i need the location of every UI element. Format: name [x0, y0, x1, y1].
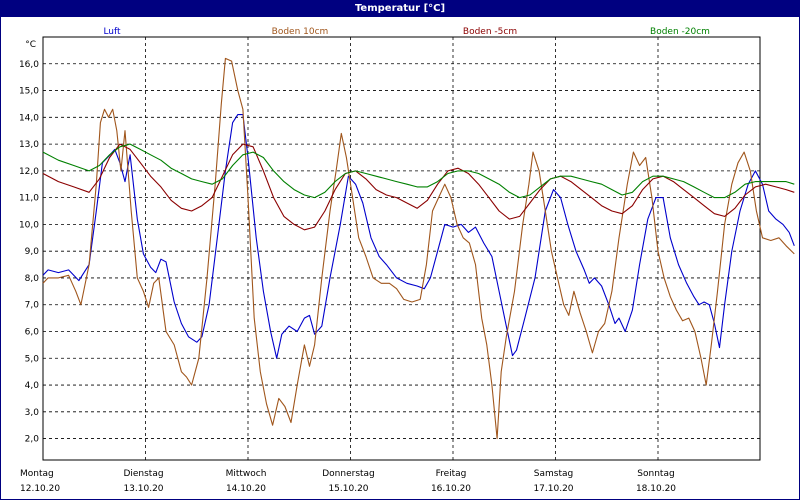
x-tick-date: 16.10.20	[431, 484, 471, 494]
x-tick-date: 18.10.20	[636, 484, 676, 494]
y-tick-label: 2,0	[25, 435, 40, 445]
legend-entry-luft: Luft	[103, 27, 121, 37]
series-layer	[42, 57, 795, 440]
x-axis-ticks: Montag 12.10.20 Dienstag 13.10.20 Mittwoch 14…	[20, 469, 676, 494]
x-tick-day: Montag	[20, 469, 54, 479]
chart-title: Temperatur [°C]	[1, 1, 799, 17]
x-tick-date: 17.10.20	[533, 484, 573, 494]
series-line-luft	[42, 114, 795, 359]
x-tick-day: Mittwoch	[226, 469, 267, 479]
x-tick-date: 13.10.20	[123, 484, 163, 494]
y-tick-label: 7,0	[25, 301, 40, 311]
y-tick-label: 15,0	[19, 87, 39, 97]
y-tick-label: 11,0	[19, 194, 39, 204]
x-tick-date: 12.10.20	[20, 484, 60, 494]
y-tick-label: 5,0	[25, 354, 40, 364]
y-tick-label: 14,0	[19, 113, 39, 123]
legend-entry-boden10: Boden 10cm	[272, 27, 329, 37]
plot-area	[42, 36, 761, 461]
y-tick-label: 16,0	[19, 60, 39, 70]
y-tick-label: 8,0	[25, 274, 40, 284]
x-tick-date: 15.10.20	[328, 484, 368, 494]
legend-entry-bodenm5: Boden -5cm	[463, 27, 517, 37]
x-tick-date: 14.10.20	[226, 484, 266, 494]
series-line-bodenm20	[42, 143, 795, 199]
series-line-boden10	[42, 57, 795, 440]
legend-entry-bodenm20: Boden -20cm	[650, 27, 710, 37]
legend: Luft Boden 10cm Boden -5cm Boden -20cm	[103, 27, 710, 37]
y-axis-ticks: 2,0 3,0 4,0 5,0 6,0 7,0 8,0 9,0 10,0 11,0 12,0 13,0…	[19, 60, 39, 445]
x-tick-day: Freitag	[436, 469, 467, 479]
y-tick-label: 6,0	[25, 327, 40, 337]
y-axis-unit: °C	[25, 40, 36, 50]
series-line-bodenm5	[42, 143, 795, 231]
x-tick-day: Sonntag	[637, 469, 674, 479]
y-tick-label: 9,0	[25, 247, 40, 257]
x-tick-day: Donnerstag	[322, 469, 375, 479]
x-tick-day: Dienstag	[123, 469, 163, 479]
y-tick-label: 10,0	[19, 220, 39, 230]
y-tick-label: 3,0	[25, 408, 40, 418]
x-tick-day: Samstag	[534, 469, 573, 479]
y-tick-label: 12,0	[19, 167, 39, 177]
y-tick-label: 4,0	[25, 381, 40, 391]
y-tick-label: 13,0	[19, 140, 39, 150]
